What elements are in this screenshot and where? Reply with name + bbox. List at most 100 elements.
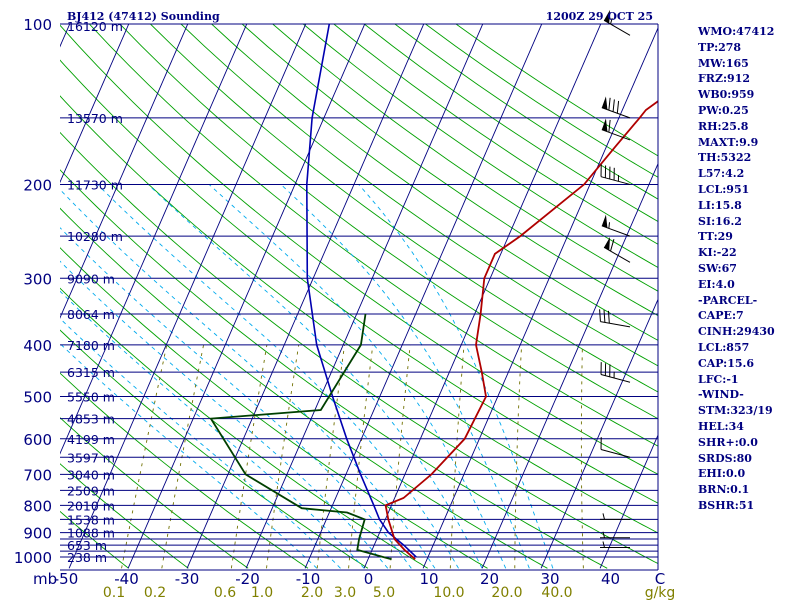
isotherm [68,24,307,569]
dry-adiabat [302,24,658,268]
barb-pennant [601,118,608,132]
barb-staff [600,321,631,328]
height-label: 8064 m [67,307,115,322]
mixing-ratio-line [121,344,168,569]
mixing-ratio-line [389,344,411,569]
mixing-ratio-label: 5.0 [373,585,395,600]
dry-adiabat [60,169,608,569]
barb-staff [600,176,631,185]
wind-barb [603,9,631,36]
dry-adiabat [272,24,658,292]
dry-adiabat [60,247,488,569]
index-row: LCL:951 [698,182,750,196]
barb-flag [603,310,606,323]
dry-adiabat [60,287,428,569]
height-label: 3597 m [67,450,115,465]
height-label: 7180 m [67,338,115,353]
wind-barb [600,531,630,539]
height-label-top: 16120 m [67,19,123,34]
dry-adiabat [150,24,658,393]
pressure-tick-label: 200 [23,176,52,194]
dry-adiabat [60,207,548,569]
mixing-ratio-line [316,344,345,569]
index-row: L57:4.2 [698,167,745,181]
wind-barb [601,118,631,141]
mixing-ratio-label: 0.1 [103,585,125,600]
height-label: 5550 m [67,390,115,405]
height-label: 13570 m [67,111,123,126]
isotherm [540,298,658,569]
mixing-ratio-line [348,344,374,569]
index-row: LI:15.8 [698,198,742,212]
wind-barb [599,309,631,328]
wind-barb [600,362,631,383]
barb-flag [607,310,610,324]
barb-staff [600,373,631,383]
index-row: CAPE:7 [698,309,744,323]
temperature-tick-label: 20 [480,570,499,588]
index-row: WB0:959 [698,88,755,102]
mixing-ratio-label: 0.2 [144,585,166,600]
barb-flag [610,239,615,252]
temperature-tick-label: -30 [175,570,200,588]
height-label: 10280 m [67,229,123,244]
moist-adiabat [97,184,459,569]
isotherm [599,433,658,569]
barb-pennant [601,214,608,228]
index-row: SI:16.2 [698,214,742,228]
temperature-tick-label: -10 [296,570,321,588]
height-label: 6315 m [67,365,115,380]
index-row: MAXT:9.9 [698,135,759,149]
isobar-lines [60,23,658,571]
temperature-tick-label: -50 [54,570,79,588]
dry-adiabat [60,510,129,569]
sounding-time: 1200Z 29 OCT 25 [546,10,653,23]
index-row: RH:25.8 [698,119,749,133]
pressure-tick-label: 800 [23,497,52,515]
wind-barb [601,96,631,119]
dry-adiabat [60,329,369,569]
index-row: SRDS:80 [698,451,752,465]
height-label: 1538 m [67,512,115,527]
temperature-tick-label: 40 [601,570,620,588]
dry-adiabat [119,24,658,420]
moist-adiabat [358,184,554,569]
barb-flag [608,119,611,133]
index-row: TP:278 [698,40,742,54]
isotherm [60,24,130,184]
index-row: BRN:0.1 [698,483,750,497]
barb-flag [608,97,611,111]
index-row: SW:67 [698,261,737,275]
dry-adiabat [88,24,658,447]
wind-barbs [599,9,631,549]
dry-adiabat [60,24,658,475]
barb-pennant [601,96,608,110]
index-row: EHI:0.0 [698,467,746,481]
wind-barb [600,541,630,549]
pressure-tick-label: 100 [23,16,52,34]
mixing-ratio-line [230,344,268,569]
wind-barb [601,214,631,237]
barb-pennant [604,236,611,251]
mixing-ratio-line [580,344,584,569]
index-row: HEL:34 [698,419,744,433]
dry-adiabat [333,24,658,245]
height-label: 2010 m [67,498,115,513]
mixing-ratio-label: 0.6 [214,585,236,600]
moist-adiabat [60,227,412,569]
barb-half-flag [602,531,605,538]
wind-barb [600,437,631,458]
index-row: WMO:47412 [698,25,775,38]
wind-barb [600,164,631,185]
mixing-ratio-label: 3.0 [334,585,356,600]
pressure-tick-label: 900 [23,525,52,543]
stability-indices: WMO:47412 TP:278 MW:165 FRZ:912 WB0:959 PW:0.… [698,24,775,514]
index-row: LFC:-1 [698,372,739,386]
temperature-unit: C [655,570,665,588]
pressure-tick-label: 500 [23,389,52,407]
pressure-tick-label: 700 [23,466,52,484]
dewpoint-profile [209,313,392,561]
moist-adiabat [60,317,341,569]
mixing-ratio-line [449,344,465,569]
isotherm [60,24,189,319]
